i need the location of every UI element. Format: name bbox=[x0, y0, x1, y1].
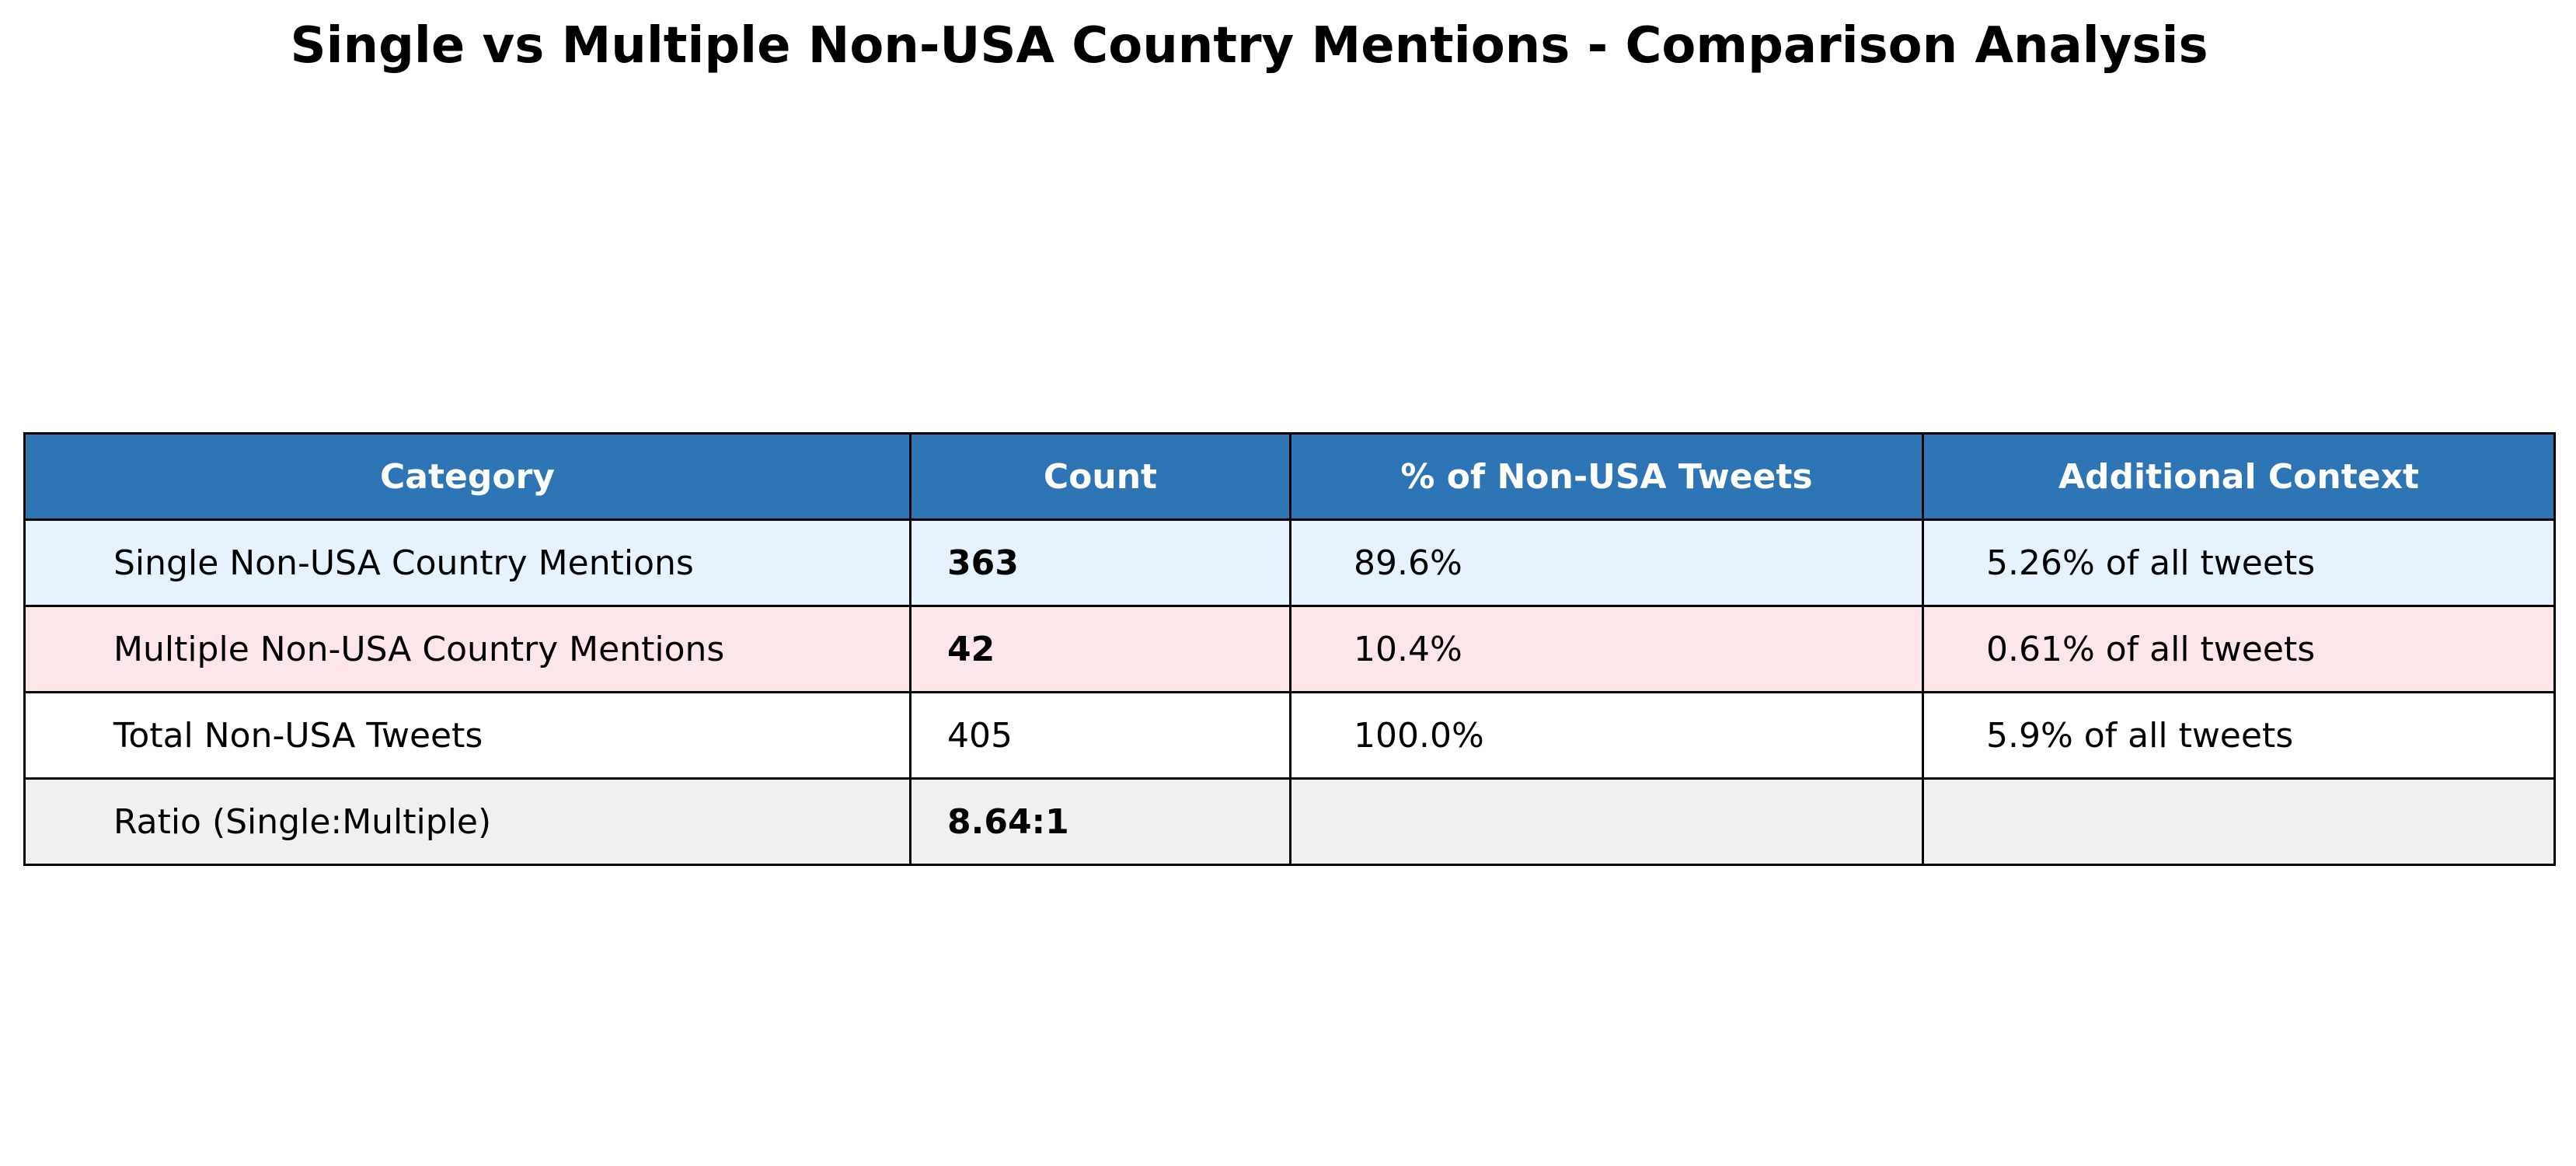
count-cell: 405 bbox=[909, 691, 1291, 780]
table-row: Multiple Non-USA Country Mentions 42 10.4%… bbox=[23, 605, 2556, 693]
table-row: Ratio (Single:Multiple) 8.64:1 bbox=[23, 777, 2556, 866]
context-cell: 5.26% of all tweets bbox=[1922, 518, 2556, 607]
count-cell: 8.64:1 bbox=[909, 777, 1291, 866]
header-row: Category Count% of Non-USA Tweets Addition… bbox=[23, 432, 2556, 521]
chart-title: Single vs Multiple Non-USA Country Menti… bbox=[290, 17, 2208, 75]
table-row: Total Non-USA Tweets 405 100.0% 5.9% of all… bbox=[23, 691, 2556, 780]
table-body: Single Non-USA Country Mentions 363 89.6% 5… bbox=[23, 518, 2556, 866]
context-cell: 5.9% of all tweets bbox=[1922, 691, 2556, 780]
category-cell: Total Non-USA Tweets bbox=[23, 691, 912, 780]
column-header-context: Additional Context bbox=[1922, 432, 2556, 521]
column-header-count: Count bbox=[909, 432, 1291, 521]
table-row: Single Non-USA Country Mentions 363 89.6% 5… bbox=[23, 518, 2556, 607]
column-header-category: Category bbox=[23, 432, 912, 521]
context-cell bbox=[1922, 777, 2556, 866]
count-cell: 42 bbox=[909, 605, 1291, 693]
category-cell: Ratio (Single:Multiple) bbox=[23, 777, 912, 866]
category-cell: Multiple Non-USA Country Mentions bbox=[23, 605, 912, 693]
context-cell: 0.61% of all tweets bbox=[1922, 605, 2556, 693]
percent-cell: 89.6% bbox=[1289, 518, 1924, 607]
percent-cell: 100.0% bbox=[1289, 691, 1924, 780]
percent-cell bbox=[1289, 777, 1924, 866]
percent-cell: 10.4% bbox=[1289, 605, 1924, 693]
column-header-percent: % of Non-USA Tweets bbox=[1289, 432, 1924, 521]
comparison-table: Category Count% of Non-USA Tweets Addition… bbox=[23, 432, 2556, 866]
category-cell: Single Non-USA Country Mentions bbox=[23, 518, 912, 607]
count-cell: 363 bbox=[909, 518, 1291, 607]
